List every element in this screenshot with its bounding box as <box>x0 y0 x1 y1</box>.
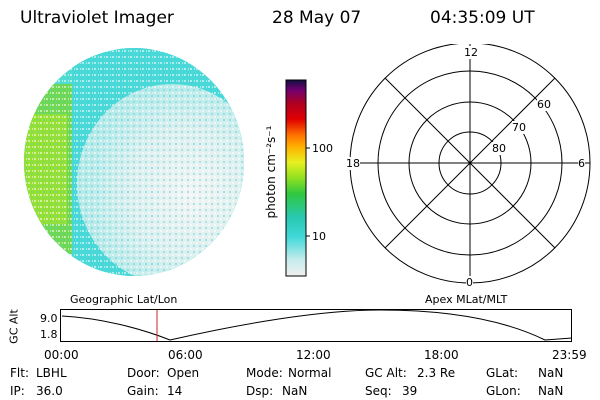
filter-label: Flt: <box>10 366 29 380</box>
color-scale-bar <box>285 79 310 277</box>
glat-value: NaN <box>538 366 564 380</box>
lat-label-70: 70 <box>512 121 526 134</box>
x-tick-2359: 23:59 <box>552 348 587 362</box>
colorbar-tick-100: 100 <box>312 142 333 155</box>
gcalt-axis-label: GC Alt <box>7 309 21 344</box>
earth-disc-image <box>24 48 244 276</box>
glat-label: GLat: <box>486 366 519 380</box>
glon-label: GLon: <box>486 384 521 398</box>
mode-label: Mode: <box>246 366 283 380</box>
colorbar-tick-10: 10 <box>312 230 326 243</box>
gain-value: 14 <box>167 384 183 398</box>
mlt-label-18: 18 <box>346 157 360 170</box>
time-label: 04:35:09 UT <box>430 8 535 28</box>
gcalt-label: GC Alt: <box>365 366 407 380</box>
gcalt-value: 2.3 Re <box>417 366 456 380</box>
filter-value: LBHL <box>36 366 67 380</box>
gcalt-ymin: 1.8 <box>40 328 58 341</box>
dsp-label: Dsp: <box>246 384 274 398</box>
seq-value: 39 <box>402 384 418 398</box>
dsp-value: NaN <box>282 384 308 398</box>
mode-value: Normal <box>288 366 332 380</box>
apex-label: Apex MLat/MLT <box>425 293 508 306</box>
door-value: Open <box>167 366 200 380</box>
lat-label-80: 80 <box>492 142 506 155</box>
x-tick-0600: 06:00 <box>168 348 203 362</box>
date-label: 28 May 07 <box>272 8 362 28</box>
geographic-label: Geographic Lat/Lon <box>70 293 178 306</box>
mlt-label-12: 12 <box>464 46 478 59</box>
colorbar-axis-label: photon cm⁻²s⁻¹ <box>264 125 278 219</box>
x-tick-1200: 12:00 <box>296 348 331 362</box>
gcalt-ymax: 9.0 <box>40 312 58 325</box>
lat-label-60: 60 <box>537 98 551 111</box>
gain-label: Gain: <box>127 384 159 398</box>
ip-label: IP: <box>10 384 25 398</box>
polar-mlt-plot <box>349 44 591 284</box>
instrument-title: Ultraviolet Imager <box>20 8 174 28</box>
altitude-timeline <box>60 309 573 342</box>
glon-value: NaN <box>538 384 564 398</box>
x-tick-1800: 18:00 <box>424 348 459 362</box>
door-label: Door: <box>127 366 160 380</box>
mlt-label-6: 6 <box>578 157 585 170</box>
ip-value: 36.0 <box>36 384 63 398</box>
x-tick-0000: 00:00 <box>44 348 79 362</box>
mlt-label-0: 0 <box>466 276 473 289</box>
seq-label: Seq: <box>365 384 392 398</box>
